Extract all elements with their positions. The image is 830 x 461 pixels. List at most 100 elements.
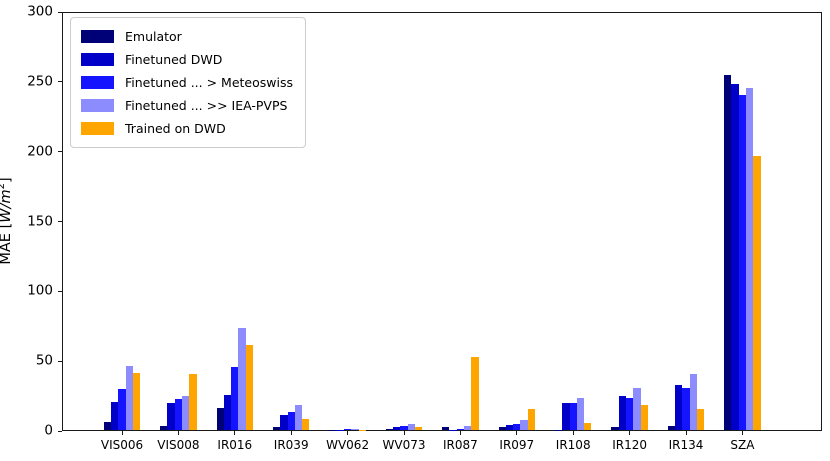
bar-finetuned-meteoswiss-ir039 (287, 411, 295, 430)
y-tick-label: 50 (35, 352, 53, 369)
y-axis-label-suffix: ] (0, 177, 14, 183)
bar-emulator-ir120 (611, 427, 619, 430)
y-tick-label: 150 (27, 212, 53, 229)
bar-finetuned-meteoswiss-ir134 (682, 388, 690, 430)
bar-emulator-vis008 (160, 425, 168, 430)
bar-emulator-ir097 (498, 426, 506, 430)
bar-trained-on-dwd-vis006 (132, 372, 141, 430)
y-tick-mark (58, 151, 62, 153)
bar-trained-on-dwd-ir108 (584, 423, 592, 430)
bar-trained-on-dwd-wv073 (414, 427, 423, 430)
bar-finetuned-meteoswiss-wv062 (343, 429, 352, 430)
bar-emulator-ir039 (272, 427, 281, 430)
bar-finetuned-iea-pvps-ir097 (520, 419, 528, 430)
x-tick-label: IR108 (555, 438, 591, 452)
bar-finetuned-dwd-ir039 (280, 414, 288, 430)
x-tick-mark (685, 431, 687, 435)
bar-emulator-vis006 (103, 421, 112, 430)
x-tick-mark (347, 431, 349, 435)
x-tick-label: SZA (730, 438, 755, 452)
y-tick-mark (58, 360, 62, 362)
bar-trained-on-dwd-ir097 (527, 409, 536, 430)
bar-finetuned-meteoswiss-vis006 (118, 389, 126, 430)
y-tick-label: 0 (44, 422, 53, 439)
bar-emulator-ir087 (442, 427, 450, 430)
x-tick-mark (459, 431, 461, 435)
bar-finetuned-meteoswiss-ir120 (625, 397, 634, 430)
x-tick-label: IR039 (273, 438, 309, 452)
bar-finetuned-iea-pvps-ir134 (689, 374, 697, 430)
bar-finetuned-dwd-sza (731, 83, 739, 430)
legend-item: Finetuned DWD (81, 48, 293, 71)
y-tick-label: 300 (27, 3, 53, 20)
x-tick-label: WV062 (326, 438, 370, 452)
legend-label: Emulator (125, 29, 182, 44)
bar-finetuned-dwd-ir108 (562, 403, 570, 430)
bar-emulator-ir016 (216, 407, 224, 430)
bar-finetuned-iea-pvps-wv062 (351, 429, 359, 430)
bar-trained-on-dwd-ir039 (302, 418, 310, 430)
bar-finetuned-dwd-ir120 (618, 396, 626, 430)
x-tick-label: VIS006 (100, 438, 144, 452)
bar-trained-on-dwd-ir087 (471, 357, 479, 430)
bar-trained-on-dwd-sza (753, 156, 761, 430)
legend-swatch (81, 53, 114, 66)
y-axis-label-exponent: 2 (0, 183, 7, 189)
x-tick-label: VIS008 (157, 438, 200, 452)
bar-finetuned-iea-pvps-vis006 (125, 365, 133, 430)
bar-finetuned-meteoswiss-ir087 (456, 428, 465, 430)
legend-label: Finetuned DWD (125, 52, 223, 67)
x-tick-label: IR097 (499, 438, 535, 452)
bar-finetuned-iea-pvps-ir108 (576, 397, 585, 430)
legend-swatch (81, 122, 114, 135)
y-tick-mark (58, 11, 62, 13)
legend-item: Finetuned ... >> IEA-PVPS (81, 94, 293, 117)
legend-swatch (81, 76, 114, 89)
legend-item: Trained on DWD (81, 117, 293, 140)
bar-finetuned-meteoswiss-ir097 (513, 423, 521, 430)
x-tick-mark (234, 431, 236, 435)
x-tick-mark (572, 431, 574, 435)
y-tick-mark (58, 81, 62, 83)
bar-finetuned-meteoswiss-ir108 (569, 403, 577, 430)
y-tick-mark (58, 430, 62, 432)
legend: Emulator Finetuned DWD Finetuned ... > Met… (70, 17, 306, 148)
x-tick-label: IR087 (443, 438, 478, 452)
y-axis-label-units: W/m (0, 189, 14, 223)
y-tick-label: 250 (27, 73, 53, 90)
x-tick-mark (741, 431, 743, 435)
bar-finetuned-dwd-wv073 (393, 426, 401, 430)
bar-finetuned-meteoswiss-vis008 (174, 399, 183, 430)
bar-finetuned-dwd-ir016 (223, 395, 232, 430)
bar-emulator-wv073 (385, 429, 394, 430)
legend-label: Finetuned ... > Meteoswiss (125, 75, 293, 90)
x-tick-mark (516, 431, 518, 435)
bar-finetuned-iea-pvps-sza (746, 87, 754, 430)
bar-finetuned-iea-pvps-ir016 (238, 328, 246, 430)
x-tick-label: WV073 (382, 438, 426, 452)
x-tick-mark (403, 431, 405, 435)
y-axis-label: MAE [W/m2] (0, 177, 14, 264)
bar-finetuned-meteoswiss-sza (738, 94, 747, 430)
bar-finetuned-dwd-vis006 (111, 402, 119, 430)
bar-finetuned-iea-pvps-vis008 (182, 396, 190, 430)
bar-trained-on-dwd-ir016 (245, 344, 254, 430)
x-tick-label: IR134 (668, 438, 704, 452)
x-tick-mark (121, 431, 123, 435)
legend-swatch (81, 99, 114, 112)
bar-emulator-sza (724, 75, 732, 430)
bar-finetuned-dwd-vis008 (167, 403, 175, 430)
x-tick-mark (290, 431, 292, 435)
y-tick-label: 200 (27, 142, 53, 159)
bar-finetuned-dwd-ir134 (675, 385, 683, 430)
y-tick-mark (58, 290, 62, 292)
x-tick-label: IR120 (612, 438, 647, 452)
bar-emulator-ir134 (667, 425, 676, 430)
bar-trained-on-dwd-ir120 (640, 404, 648, 430)
x-tick-label: IR016 (217, 438, 253, 452)
bar-finetuned-dwd-ir097 (505, 425, 514, 430)
y-tick-mark (58, 221, 62, 222)
legend-swatch (81, 30, 114, 43)
bar-finetuned-iea-pvps-ir087 (464, 425, 472, 430)
